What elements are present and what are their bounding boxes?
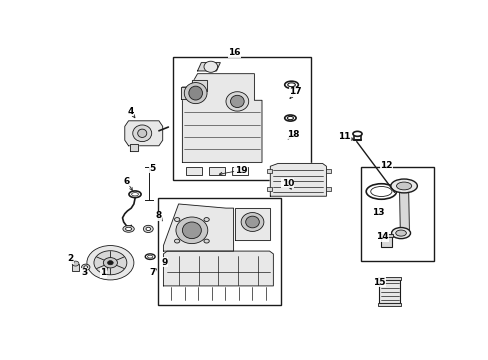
Ellipse shape [132, 125, 151, 141]
Bar [381, 237, 391, 247]
Circle shape [203, 217, 209, 221]
Ellipse shape [287, 83, 295, 87]
Ellipse shape [245, 216, 259, 228]
Ellipse shape [391, 228, 410, 239]
Circle shape [72, 261, 79, 266]
Text: 9: 9 [161, 258, 167, 267]
Ellipse shape [147, 255, 153, 258]
Text: 11: 11 [338, 132, 350, 141]
Circle shape [87, 246, 134, 280]
Text: 7: 7 [149, 268, 156, 277]
Ellipse shape [395, 230, 406, 236]
Circle shape [84, 266, 87, 269]
Circle shape [103, 258, 117, 268]
Text: 5: 5 [149, 164, 155, 173]
Polygon shape [270, 163, 326, 196]
Text: 4: 4 [127, 107, 133, 116]
Ellipse shape [129, 191, 141, 198]
Ellipse shape [131, 193, 138, 196]
Circle shape [143, 225, 153, 233]
Text: 15: 15 [372, 278, 385, 287]
Text: 6: 6 [123, 177, 129, 186]
Bar [326, 169, 330, 173]
Bar [380, 234, 392, 237]
Polygon shape [130, 144, 138, 151]
Ellipse shape [176, 217, 207, 244]
Circle shape [107, 261, 113, 265]
Ellipse shape [284, 81, 298, 89]
Ellipse shape [287, 116, 293, 120]
Bar [378, 303, 401, 306]
Bar [208, 167, 224, 175]
Ellipse shape [241, 212, 264, 231]
Bar [360, 167, 433, 261]
Circle shape [94, 251, 126, 275]
Polygon shape [191, 80, 206, 91]
Ellipse shape [182, 222, 201, 239]
Bar [72, 264, 79, 271]
Ellipse shape [145, 254, 155, 260]
Bar [267, 169, 271, 173]
Text: 1: 1 [100, 268, 106, 277]
Polygon shape [182, 74, 262, 162]
Ellipse shape [390, 179, 417, 193]
Ellipse shape [188, 86, 202, 100]
Bar [378, 277, 401, 280]
Polygon shape [163, 204, 233, 251]
Bar [231, 167, 247, 175]
Ellipse shape [138, 129, 146, 138]
Text: 18: 18 [286, 130, 299, 139]
Circle shape [203, 239, 209, 243]
Text: 17: 17 [288, 87, 301, 96]
Ellipse shape [366, 184, 396, 199]
Bar [267, 186, 271, 191]
Ellipse shape [184, 82, 206, 104]
Polygon shape [399, 190, 408, 230]
Text: 3: 3 [81, 268, 87, 277]
Text: 8: 8 [156, 211, 162, 220]
Circle shape [81, 264, 90, 270]
Bar [186, 167, 202, 175]
Bar [158, 198, 280, 305]
Bar [379, 280, 400, 303]
Text: 2: 2 [67, 255, 74, 264]
Ellipse shape [125, 227, 131, 231]
Polygon shape [163, 251, 273, 286]
Text: 19: 19 [234, 166, 247, 175]
Bar [173, 57, 310, 180]
Ellipse shape [284, 115, 295, 121]
Circle shape [146, 227, 150, 231]
Text: 12: 12 [379, 161, 392, 170]
Ellipse shape [370, 186, 391, 197]
Circle shape [174, 217, 180, 221]
Circle shape [174, 239, 180, 243]
Ellipse shape [122, 226, 134, 232]
Polygon shape [197, 63, 220, 71]
Ellipse shape [203, 61, 217, 72]
Ellipse shape [352, 131, 361, 136]
Text: 10: 10 [281, 179, 293, 188]
Polygon shape [124, 121, 163, 146]
Ellipse shape [396, 182, 411, 190]
Text: 16: 16 [228, 48, 241, 57]
Ellipse shape [230, 95, 244, 108]
Text: 14: 14 [375, 232, 388, 241]
Polygon shape [235, 208, 269, 240]
Polygon shape [180, 87, 195, 99]
Text: 13: 13 [372, 208, 384, 217]
Ellipse shape [225, 92, 248, 111]
Bar [326, 186, 330, 191]
